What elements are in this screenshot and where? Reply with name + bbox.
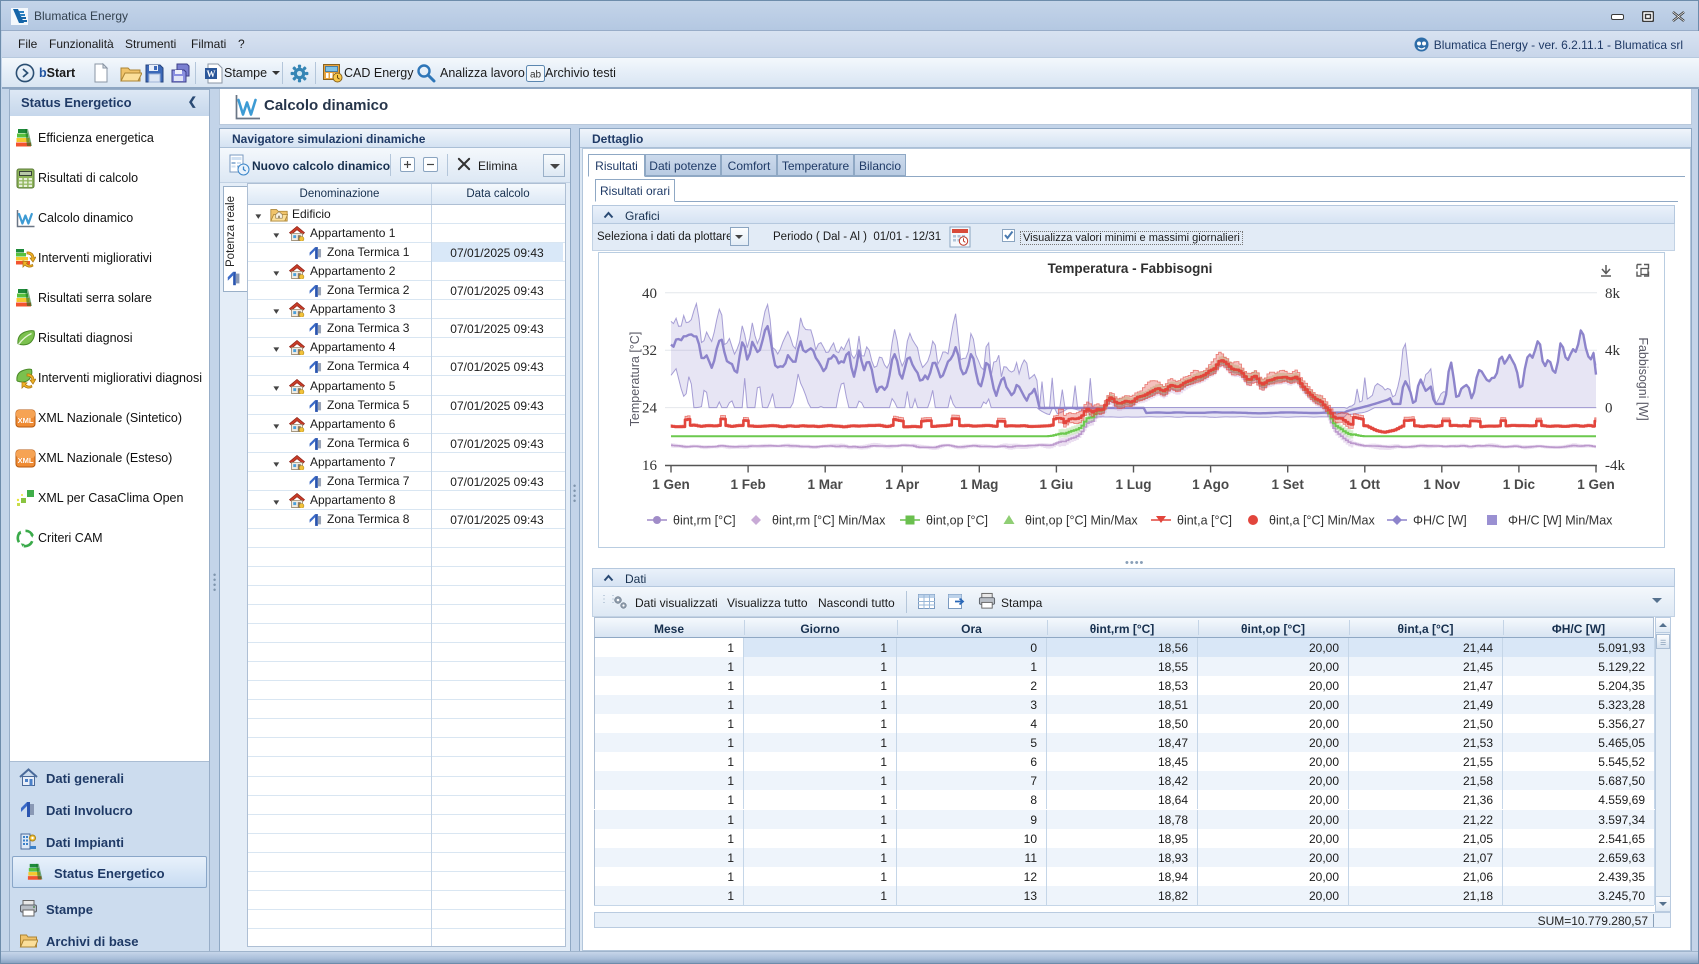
svg-text:ΦH/C [W] Min/Max: ΦH/C [W] Min/Max: [1508, 513, 1613, 527]
svg-text:θint,a [°C]: θint,a [°C]: [1177, 513, 1232, 527]
svg-text:θint,op [°C]: θint,op [°C]: [926, 513, 988, 527]
svg-text:16: 16: [642, 458, 658, 474]
svg-text:Temperatura [°C]: Temperatura [°C]: [628, 331, 642, 426]
svg-text:1 Giu: 1 Giu: [1040, 477, 1074, 492]
svg-text:40: 40: [642, 285, 657, 301]
svg-text:ΦH/C [W]: ΦH/C [W]: [1413, 513, 1467, 527]
svg-text:θint,rm [°C]: θint,rm [°C]: [673, 513, 736, 527]
svg-text:1 Ott: 1 Ott: [1349, 477, 1380, 492]
svg-text:θint,a [°C] Min/Max: θint,a [°C] Min/Max: [1269, 513, 1375, 527]
svg-text:32: 32: [642, 343, 657, 359]
svg-text:1 Nov: 1 Nov: [1423, 477, 1460, 492]
svg-text:1 Gen: 1 Gen: [1577, 477, 1615, 492]
svg-text:θint,rm [°C] Min/Max: θint,rm [°C] Min/Max: [772, 513, 886, 527]
svg-text:XML: XML: [18, 416, 34, 425]
svg-text:Fabbisogni [W]: Fabbisogni [W]: [1636, 337, 1650, 420]
svg-text:-4k: -4k: [1605, 458, 1625, 474]
svg-text:ab: ab: [530, 70, 542, 81]
svg-text:4k: 4k: [1605, 343, 1621, 359]
svg-text:1 Apr: 1 Apr: [885, 477, 920, 492]
svg-text:θint,op [°C] Min/Max: θint,op [°C] Min/Max: [1025, 513, 1138, 527]
svg-text:Temperatura - Fabbisogni: Temperatura - Fabbisogni: [1048, 261, 1213, 276]
svg-text:0: 0: [1605, 400, 1613, 416]
svg-text:1 Lug: 1 Lug: [1116, 477, 1152, 492]
svg-text:1 Ago: 1 Ago: [1192, 477, 1229, 492]
svg-text:1 Gen: 1 Gen: [652, 477, 690, 492]
svg-text:24: 24: [642, 400, 658, 416]
svg-text:XML: XML: [18, 456, 34, 465]
svg-text:W: W: [207, 69, 216, 79]
svg-text:1 Set: 1 Set: [1272, 477, 1305, 492]
svg-text:1 Feb: 1 Feb: [730, 477, 765, 492]
svg-text:1 Mag: 1 Mag: [960, 477, 998, 492]
svg-text:1 Mar: 1 Mar: [808, 477, 844, 492]
svg-text:8k: 8k: [1605, 285, 1621, 301]
svg-text:1 Dic: 1 Dic: [1503, 477, 1536, 492]
